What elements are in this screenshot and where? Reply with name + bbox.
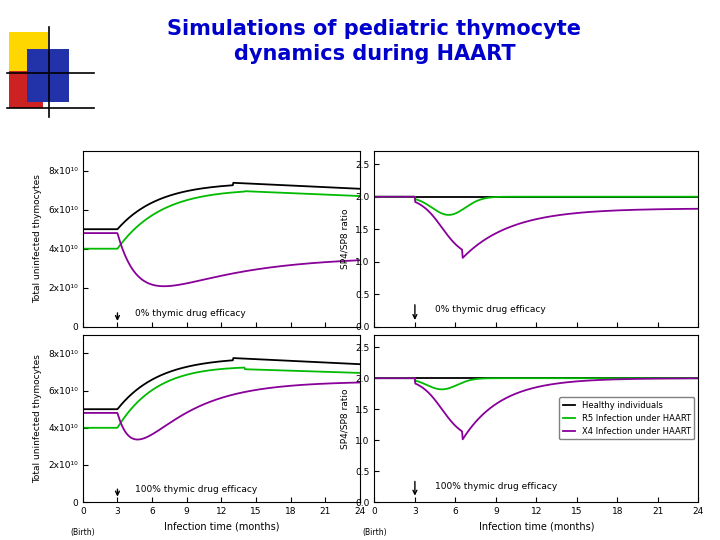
Y-axis label: SP4/SP8 ratio: SP4/SP8 ratio — [341, 208, 350, 269]
Text: 0% thymic drug efficacy: 0% thymic drug efficacy — [135, 309, 246, 318]
Legend: Healthy individuals, R5 Infection under HAART, X4 Infection under HAART: Healthy individuals, R5 Infection under … — [559, 397, 694, 440]
Y-axis label: Total uninfected thymocytes: Total uninfected thymocytes — [34, 354, 42, 483]
Text: (Birth): (Birth) — [362, 528, 387, 537]
Text: 100% thymic drug efficacy: 100% thymic drug efficacy — [435, 482, 557, 490]
Y-axis label: Total uninfected thymocytes: Total uninfected thymocytes — [34, 174, 42, 303]
X-axis label: Infection time (months): Infection time (months) — [163, 522, 279, 531]
Text: (Birth): (Birth) — [71, 528, 95, 537]
Y-axis label: SP4/SP8 ratio: SP4/SP8 ratio — [341, 388, 350, 449]
Text: Simulations of pediatric thymocyte
dynamics during HAART: Simulations of pediatric thymocyte dynam… — [168, 19, 582, 64]
Text: 0% thymic drug efficacy: 0% thymic drug efficacy — [435, 306, 546, 314]
Text: 100% thymic drug efficacy: 100% thymic drug efficacy — [135, 485, 257, 494]
X-axis label: Infection time (months): Infection time (months) — [479, 522, 594, 531]
